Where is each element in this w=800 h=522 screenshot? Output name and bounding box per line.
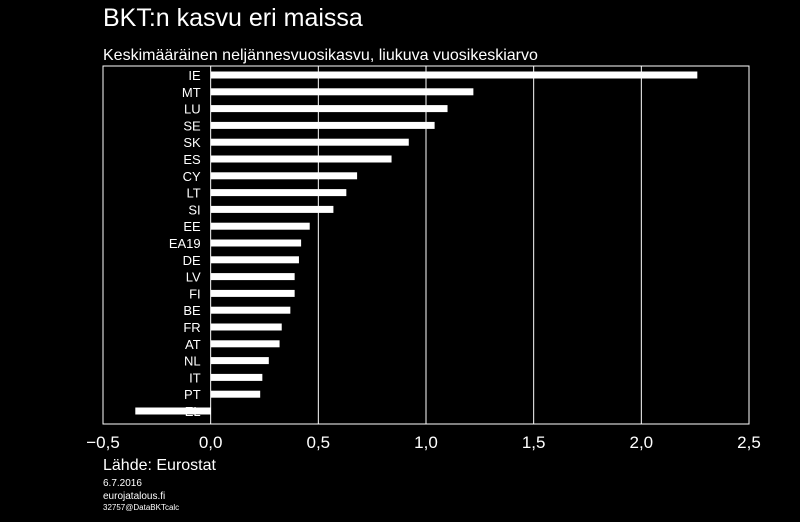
category-label: LV [186, 270, 201, 285]
bar-pt [210, 390, 261, 398]
bar-ea19 [210, 239, 302, 247]
category-label: CY [183, 169, 201, 184]
x-tick-label: 2,0 [630, 433, 654, 452]
x-tick-label: −0,5 [86, 433, 120, 452]
category-label: AT [185, 337, 201, 352]
category-label: SK [183, 135, 201, 150]
bar-lt [210, 189, 347, 197]
category-label: BE [183, 303, 201, 318]
category-label: SI [188, 202, 200, 217]
bar-si [210, 205, 334, 213]
bar-be [210, 306, 291, 314]
date-note: 6.7.2016 [103, 478, 142, 489]
x-tick-label: 1,5 [522, 433, 546, 452]
bar-cy [210, 172, 358, 180]
bar-fr [210, 323, 282, 331]
category-label: IE [188, 68, 201, 83]
category-label: LT [186, 186, 200, 201]
site-note: eurojatalous.fi [103, 491, 166, 502]
bar-el [135, 407, 211, 415]
category-label: MT [182, 85, 201, 100]
category-label: EL [185, 404, 201, 419]
x-tick-label: 1,0 [414, 433, 438, 452]
bar-ie [210, 71, 698, 79]
source-note: Lähde: Eurostat [103, 457, 216, 474]
category-label: FR [183, 320, 200, 335]
bar-se [210, 121, 435, 129]
bar-at [210, 340, 280, 348]
category-label: SE [183, 118, 201, 133]
category-label: DE [183, 253, 201, 268]
x-tick-labels: −0,5 0,0 0,5 1,0 1,5 2,0 2,5 [86, 433, 761, 452]
bar-mt [210, 88, 474, 96]
bar-it [210, 373, 263, 381]
chart-title: BKT:n kasvu eri maissa [103, 4, 363, 32]
x-tick-label: 0,5 [307, 433, 331, 452]
category-label: LU [184, 102, 201, 117]
bar-lv [210, 273, 295, 281]
category-label: PT [184, 387, 201, 402]
bar-fi [210, 289, 295, 297]
bar-es [210, 155, 392, 163]
category-label: NL [184, 354, 201, 369]
bars [135, 71, 698, 415]
category-label: FI [189, 286, 201, 301]
category-label: EA19 [169, 236, 201, 251]
bar-lu [210, 105, 448, 113]
chart-subtitle: Keskimääräinen neljännesvuosikasvu, liuk… [103, 47, 538, 64]
category-label: IT [189, 370, 201, 385]
bar-sk [210, 138, 409, 146]
x-tick-label: 2,5 [737, 433, 761, 452]
category-label: EE [183, 219, 201, 234]
category-label: ES [183, 152, 201, 167]
bar-ee [210, 222, 310, 230]
chart-code: 32757@DataBKTcalc [103, 503, 180, 512]
x-tick-label: 0,0 [199, 433, 223, 452]
bar-de [210, 256, 299, 264]
bar-nl [210, 357, 269, 365]
